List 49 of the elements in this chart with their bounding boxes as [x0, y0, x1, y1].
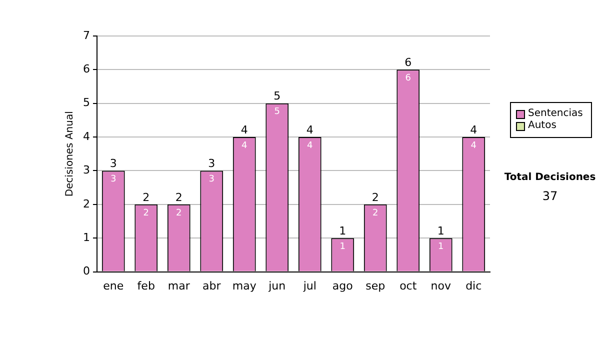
- total-label: 1: [339, 224, 346, 238]
- total-label: 5: [274, 90, 281, 103]
- x-tick-label: may: [232, 279, 257, 292]
- y-tick-label: 6: [83, 62, 90, 76]
- text: 37: [541, 189, 559, 203]
- data-label: 5: [274, 107, 280, 118]
- x-tick-label: mar: [168, 279, 190, 292]
- y-tick-label: 1: [83, 230, 90, 244]
- y-axis-title: Decisiones Anual: [64, 111, 76, 197]
- text: Total Decisiones: [503, 172, 597, 183]
- data-label: 2: [372, 208, 378, 218]
- x-tick-label: abr: [202, 279, 222, 292]
- data-label: 2: [176, 208, 182, 218]
- total-label: 4: [240, 123, 248, 136]
- y-tick-label: 4: [83, 130, 90, 143]
- x-tick-label: feb: [137, 279, 155, 292]
- total-label: 3: [208, 157, 216, 170]
- x-tick-label: ago: [332, 279, 354, 292]
- legend-label: Sentencias: [528, 108, 583, 120]
- data-label: 6: [405, 74, 412, 84]
- x-tick-label: jun: [268, 279, 286, 292]
- total-label: 6: [404, 56, 412, 70]
- total-label: 4: [470, 123, 478, 136]
- y-tick-label: 3: [83, 164, 90, 177]
- total-label: 1: [437, 224, 444, 238]
- data-label: 4: [242, 140, 248, 151]
- x-tick-label: ene: [103, 279, 124, 292]
- y-tick-label: 2: [83, 197, 90, 210]
- y-tick-label: 0: [83, 264, 90, 278]
- data-label: 1: [438, 242, 444, 252]
- total-label: 2: [142, 190, 150, 204]
- total-label: 3: [110, 157, 117, 170]
- y-tick-label: 5: [83, 96, 90, 110]
- data-label: 2: [143, 208, 149, 218]
- x-tick-label: jul: [302, 279, 316, 292]
- x-tick-label: dic: [466, 279, 482, 292]
- data-label: 4: [470, 140, 477, 151]
- total-label: 4: [306, 123, 314, 136]
- data-label: 3: [208, 174, 214, 185]
- x-tick-label: nov: [430, 279, 452, 292]
- x-tick-label: sep: [366, 279, 386, 292]
- x-tick-label: oct: [400, 279, 418, 292]
- total-label: 2: [175, 190, 182, 204]
- data-label: 1: [340, 242, 346, 252]
- legend-label: Autos: [528, 120, 556, 132]
- total-label: 2: [372, 190, 379, 204]
- data-label: 4: [307, 140, 314, 151]
- data-label: 3: [110, 174, 116, 185]
- y-tick-label: 7: [83, 28, 90, 42]
